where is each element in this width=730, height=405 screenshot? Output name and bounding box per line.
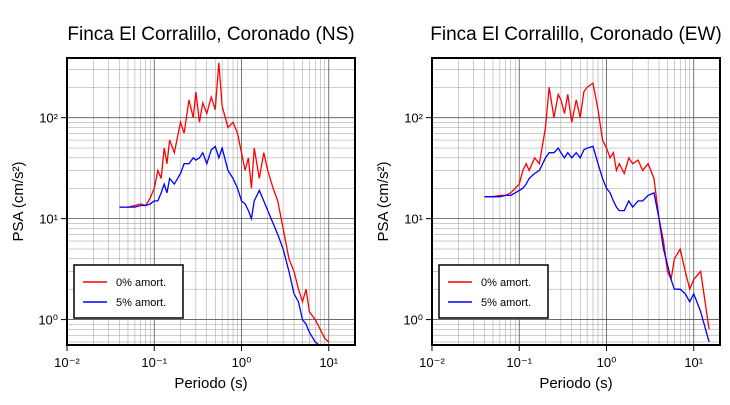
series-line [119,145,321,345]
chart: Finca El Corralillo, Coronado (EW) 10⁻² 10… [375,24,722,392]
y-tick-label: 10¹ [404,212,423,227]
x-axis-label: Periodo (s) [174,375,247,392]
x-tick-label: 10¹ [684,355,703,370]
x-tick-label: 10⁰ [232,355,252,370]
y-tick-label: 10¹ [39,212,58,227]
legend-label: 0% amort. [116,277,166,289]
y-axis-label: PSA (cm/s²) [375,161,392,241]
series-line [119,62,330,343]
x-tick-label: 10¹ [319,355,338,370]
y-tick-label: 10⁰ [403,313,423,328]
legend-label: 5% amort. [116,297,166,309]
y-tick-label: 10² [404,111,423,126]
legend-label: 0% amort. [481,277,531,289]
legend-box [73,264,184,319]
x-axis-label: Periodo (s) [539,375,612,392]
x-tick-label: 10⁻² [419,355,445,370]
legend-label: 5% amort. [481,297,531,309]
y-tick-label: 10² [39,111,58,126]
series-line [484,145,710,343]
legend: 0% amort. 5% amort. [438,264,549,319]
chart-title: Finca El Corralillo, Coronado (NS) [67,24,354,45]
plot-frame [431,57,721,346]
y-axis-label: PSA (cm/s²) [10,161,27,241]
legend-box [438,264,549,319]
series-line [484,81,710,330]
x-tick-label: 10⁻¹ [506,355,532,370]
x-tick-label: 10⁻¹ [141,355,167,370]
x-tick-label: 10⁻² [54,355,80,370]
chart-title: Finca El Corralillo, Coronado (EW) [430,24,721,45]
x-tick-label: 10⁰ [597,355,617,370]
plot-frame [66,57,356,346]
y-tick-label: 10⁰ [38,313,58,328]
chart: Finca El Corralillo, Coronado (NS) 10⁻² 10… [10,24,356,392]
legend: 0% amort. 5% amort. [73,264,184,319]
